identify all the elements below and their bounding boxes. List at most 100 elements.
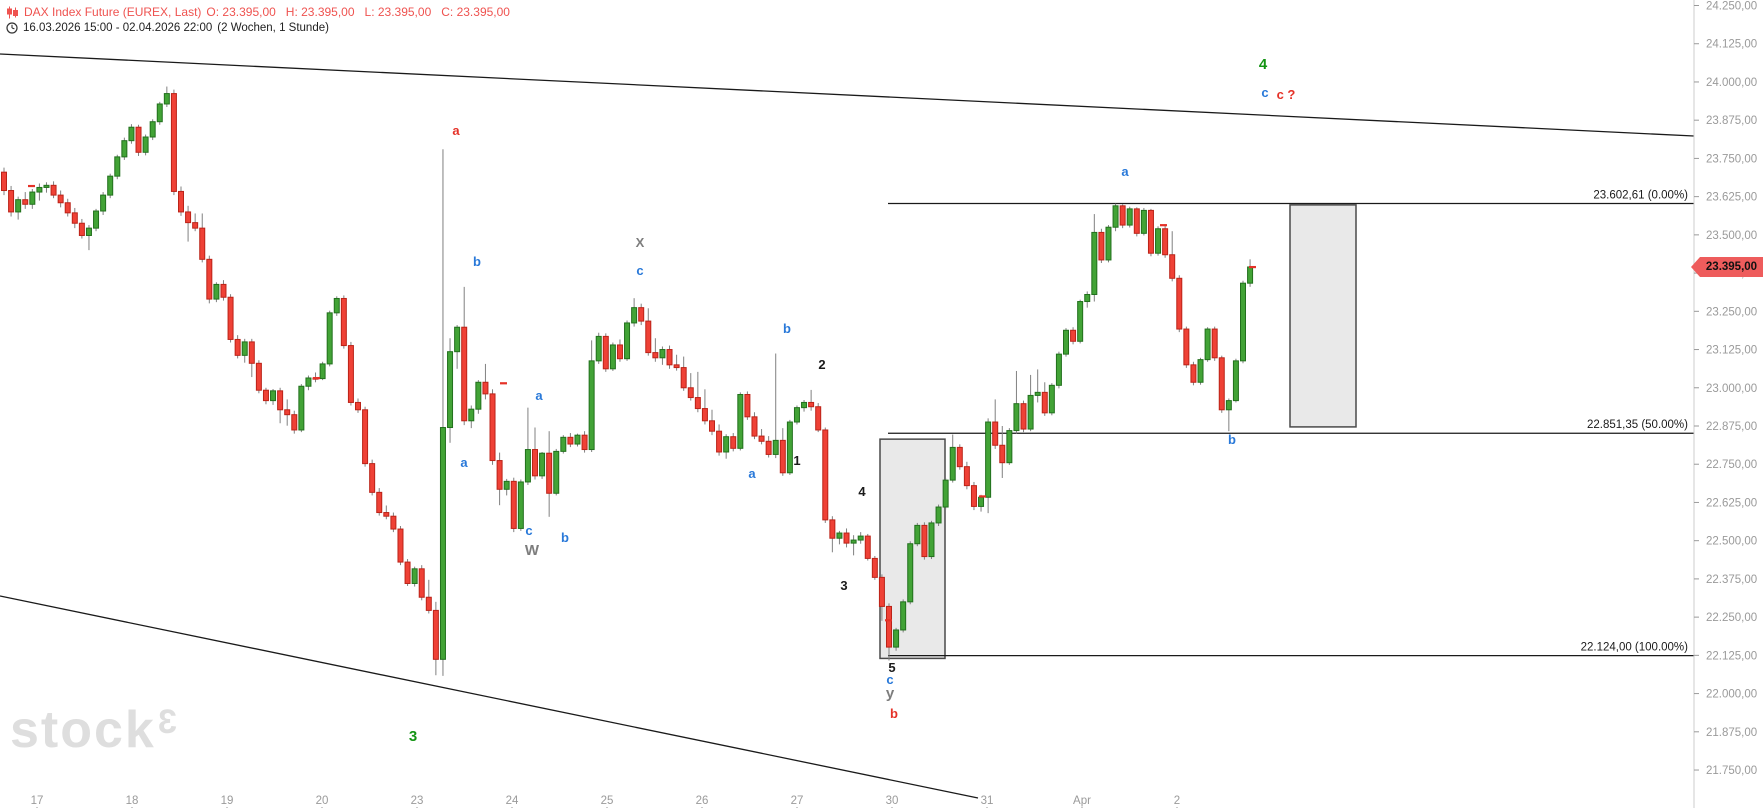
y-axis-label: 23.125,00	[1706, 345, 1757, 357]
wave-label-4[interactable]: 4	[858, 484, 866, 499]
candle-bearish	[878, 576, 885, 607]
wave-label-a[interactable]: a	[535, 388, 543, 403]
candle-bearish	[765, 440, 772, 455]
price-dash-marker	[1249, 265, 1256, 269]
candle-bearish	[362, 409, 369, 465]
candle-bearish	[673, 364, 680, 369]
candle-bullish	[801, 401, 808, 409]
candle-bearish	[843, 532, 850, 544]
y-axis-label: 21.875,00	[1706, 727, 1757, 739]
fib-level-label: 22.124,00 (100.00%)	[1581, 642, 1689, 654]
wave-label-b[interactable]: b	[783, 321, 791, 336]
wave-label-a[interactable]: a	[460, 455, 468, 470]
wave-label-c[interactable]: c	[1261, 85, 1268, 100]
wave-label-b[interactable]: b	[890, 706, 898, 721]
wave-label-y[interactable]: y	[886, 685, 895, 702]
fib-level-label: 22.851,35 (50.00%)	[1587, 419, 1688, 431]
chart-header: DAX Index Future (EUREX, Last) O: 23.395…	[6, 4, 520, 36]
candle-bearish	[1020, 403, 1027, 430]
candle-bullish	[454, 326, 461, 353]
price-dash-marker	[28, 184, 35, 188]
candle-bearish	[1119, 205, 1126, 226]
wave-label-1[interactable]: 1	[793, 453, 800, 468]
candle-bearish	[1218, 357, 1225, 411]
annotation-box[interactable]	[1289, 204, 1357, 428]
trendline[interactable]	[0, 595, 979, 799]
candle-bearish	[262, 389, 269, 402]
wave-label-a[interactable]: a	[452, 123, 460, 138]
period-row: 16.03.2026 15:00 - 02.04.2026 22:00 (2 W…	[6, 20, 520, 36]
candle-bullish	[595, 335, 602, 362]
candle-bullish	[659, 349, 666, 359]
candle-bullish	[213, 283, 220, 300]
candle-bullish	[15, 199, 22, 213]
candle-bearish	[716, 430, 723, 453]
y-axis-label: 22.000,00	[1706, 689, 1757, 701]
wave-label-c[interactable]: c	[636, 263, 643, 278]
candle-bullish	[1225, 400, 1232, 411]
wave-label-a[interactable]: a	[1121, 164, 1129, 179]
wave-label-3[interactable]: 3	[409, 728, 417, 745]
wave-label-a[interactable]: a	[748, 466, 756, 481]
y-axis-label: 23.500,00	[1706, 230, 1757, 242]
candle-bearish	[376, 491, 383, 514]
candle-bearish	[694, 397, 701, 410]
open-value: O: 23.395,00	[206, 5, 276, 19]
candle-bearish	[687, 387, 694, 399]
x-axis-label: 30	[886, 795, 899, 807]
candle-bearish	[397, 528, 404, 563]
candle-bearish	[71, 212, 78, 224]
x-axis-label: 31	[981, 795, 994, 807]
wave-label-2[interactable]: 2	[818, 357, 825, 372]
wave-label-b[interactable]: b	[561, 530, 569, 545]
candle-bearish	[347, 345, 354, 403]
candle-bearish	[234, 338, 241, 356]
candle-bullish	[149, 121, 156, 138]
wave-label-5[interactable]: 5	[888, 660, 895, 675]
candle-bullish	[333, 297, 340, 314]
candle-bullish	[850, 539, 857, 544]
wave-label-b[interactable]: b	[473, 254, 481, 269]
instrument-name[interactable]: DAX Index Future (EUREX, Last)	[24, 5, 202, 19]
candle-bullish	[1105, 226, 1112, 261]
candle-bearish	[355, 401, 361, 411]
candle-bullish	[1006, 430, 1013, 464]
high-value: H: 23.395,00	[285, 5, 355, 19]
candle-bullish	[914, 524, 921, 545]
candle-bullish	[241, 341, 248, 356]
candle-bullish	[942, 479, 949, 508]
candle-bullish	[985, 421, 992, 498]
wave-label-4[interactable]: 4	[1259, 56, 1268, 73]
candle-bearish	[425, 596, 432, 611]
wave-label-c[interactable]: c ?	[1277, 87, 1296, 102]
wave-label-c[interactable]: c	[886, 672, 893, 687]
candle-bullish	[447, 351, 454, 429]
wave-label-W[interactable]: W	[525, 542, 540, 559]
candle-bearish	[206, 258, 213, 300]
candle-bullish	[793, 407, 800, 423]
candle-bearish	[1070, 329, 1077, 342]
candle-bearish	[616, 344, 623, 360]
candle-bearish	[1133, 208, 1140, 234]
candle-bearish	[284, 409, 291, 416]
candle-bearish	[510, 480, 517, 529]
candle-bullish	[588, 360, 595, 451]
candle-bearish	[1211, 328, 1218, 359]
candle-bearish	[992, 421, 999, 446]
candle-bearish	[701, 408, 708, 422]
wave-label-c[interactable]: c	[525, 523, 532, 538]
candle-bullish	[107, 175, 114, 196]
candle-bearish	[1176, 277, 1183, 330]
wave-label-X[interactable]: X	[636, 235, 645, 250]
y-axis-label: 22.875,00	[1706, 421, 1757, 433]
candle-bullish	[560, 436, 567, 452]
watermark-text: stock	[10, 701, 156, 759]
trendline[interactable]	[0, 53, 1695, 137]
candle-bearish	[255, 362, 262, 391]
candle-bullish	[156, 103, 163, 123]
y-axis-label: 24.125,00	[1706, 39, 1757, 51]
wave-label-b[interactable]: b	[1228, 432, 1236, 447]
wave-label-3[interactable]: 3	[840, 578, 847, 593]
